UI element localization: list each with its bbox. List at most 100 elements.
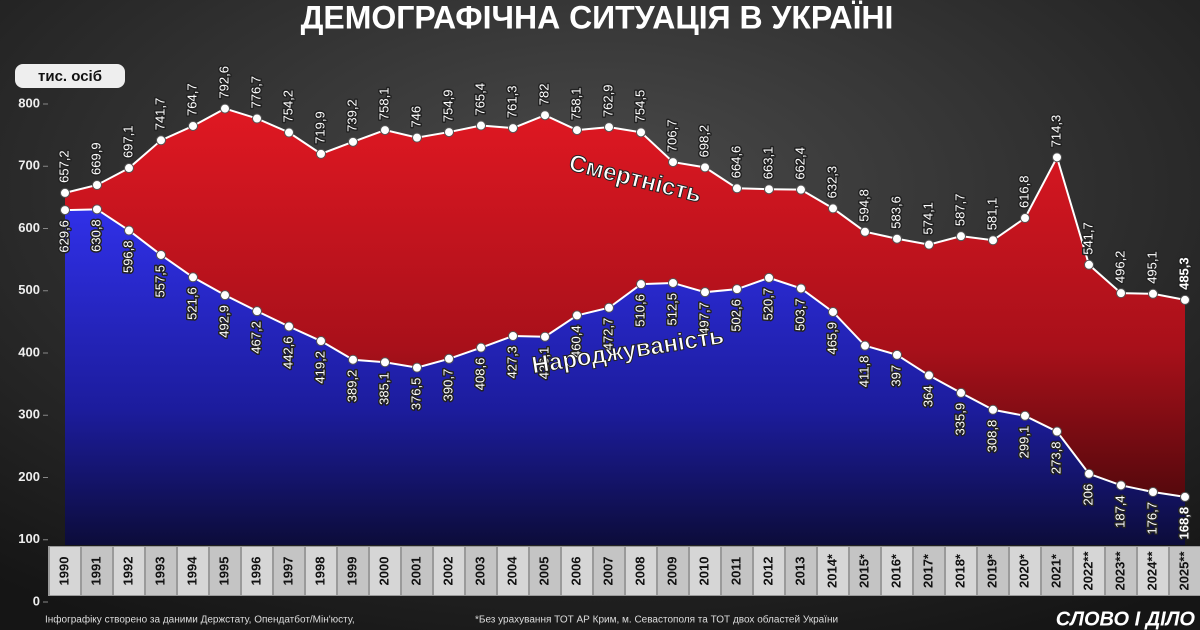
value-label: 630,8	[88, 219, 103, 252]
line	[64, 107, 1186, 301]
value-label: 273,8	[1048, 442, 1063, 475]
category-cell	[1170, 547, 1200, 595]
y-tick-label: 0	[33, 593, 40, 608]
value-label: 741,7	[152, 98, 167, 131]
x-tick-label: 2017*	[920, 553, 935, 588]
category-cell	[722, 547, 752, 595]
value-label: 776,7	[248, 76, 263, 109]
point	[284, 321, 294, 332]
value-label: 663,1	[760, 147, 775, 180]
value-label: 376,5	[408, 378, 423, 411]
value-label: 758,1	[376, 88, 391, 121]
value-label: 714,3	[1048, 115, 1063, 148]
point	[380, 357, 390, 368]
value-label: 397	[888, 365, 903, 387]
x-tick-label: 1997	[280, 557, 295, 586]
x-tick-label: 1999	[344, 557, 359, 586]
category-cell	[594, 547, 624, 595]
point	[60, 187, 70, 198]
category-cell	[274, 547, 304, 595]
value-label: 427,3	[504, 346, 519, 379]
value-label: 765,4	[472, 83, 487, 116]
x-tick-label: 2004	[504, 556, 519, 586]
category-cell	[82, 547, 112, 595]
point	[412, 362, 422, 373]
point	[1116, 480, 1126, 491]
category-cell	[786, 547, 816, 595]
value-label: 521,6	[184, 287, 199, 320]
point	[572, 310, 582, 321]
point	[828, 306, 838, 317]
point	[796, 184, 806, 195]
value-label: 176,7	[1144, 502, 1159, 535]
value-label: 502,6	[728, 299, 743, 332]
value-label: 746	[408, 106, 423, 128]
point	[156, 135, 166, 146]
point	[284, 127, 294, 138]
value-label: 426,1	[536, 347, 551, 380]
point	[444, 127, 454, 138]
value-label: 492,9	[216, 305, 231, 338]
value-label: 596,8	[120, 240, 135, 273]
value-label: 206	[1080, 484, 1095, 506]
point	[892, 349, 902, 360]
point	[156, 249, 166, 260]
value-label: 472,7	[600, 318, 615, 351]
point	[988, 404, 998, 415]
category-cell	[562, 547, 592, 595]
x-tick-label: 2021*	[1048, 553, 1063, 588]
point	[860, 340, 870, 351]
point	[1180, 294, 1190, 305]
chart-title: ДЕМОГРАФІЧНА СИТУАЦІЯ В УКРАЇНІ	[301, 0, 894, 35]
value-label: 460,4	[568, 325, 583, 358]
point	[828, 203, 838, 214]
point	[1148, 288, 1158, 299]
value-label: 754,5	[632, 90, 647, 123]
y-tick-label: 400	[18, 344, 40, 359]
x-tick-label: 2020*	[1016, 553, 1031, 588]
category-cell	[658, 547, 688, 595]
y-tick-label: 100	[18, 531, 40, 546]
point	[1020, 213, 1030, 224]
value-label: 669,9	[88, 142, 103, 175]
point	[1148, 487, 1158, 498]
category-cell	[242, 547, 272, 595]
x-tick-label: 2024**	[1144, 551, 1159, 591]
point	[636, 127, 646, 138]
point	[956, 231, 966, 242]
value-label: 754,9	[440, 90, 455, 123]
x-tick-label: 2011	[728, 557, 743, 585]
x-tick-label: 2018*	[952, 553, 967, 588]
point	[1116, 288, 1126, 299]
category-cell	[1042, 547, 1072, 595]
point	[700, 162, 710, 173]
point	[540, 110, 550, 121]
category-cell	[146, 547, 176, 595]
point	[188, 120, 198, 131]
value-label: 664,6	[728, 146, 743, 179]
y-tick-label: 600	[18, 220, 40, 235]
value-label: 764,7	[184, 83, 199, 116]
x-tick-label: 1996	[248, 557, 263, 586]
point	[764, 272, 774, 283]
point	[348, 354, 358, 365]
point	[316, 336, 326, 347]
point	[252, 113, 262, 124]
value-label: 739,2	[344, 99, 359, 132]
x-tick-label: 2022**	[1080, 551, 1095, 591]
logo: СЛОВО І ДІЛО	[1056, 608, 1196, 630]
point	[1180, 491, 1190, 502]
point	[1052, 426, 1062, 437]
x-tick-label: 2009	[664, 557, 679, 586]
x-tick-label: 2003	[472, 557, 487, 586]
x-tick-label: 2025**	[1176, 551, 1191, 591]
point	[92, 204, 102, 215]
point	[60, 205, 70, 216]
point	[732, 183, 742, 194]
category-cell	[210, 547, 240, 595]
value-label: 335,9	[952, 403, 967, 436]
category-cell	[306, 547, 336, 595]
x-tick-label: 2013	[792, 557, 807, 586]
value-label: 168,8	[1176, 507, 1191, 540]
